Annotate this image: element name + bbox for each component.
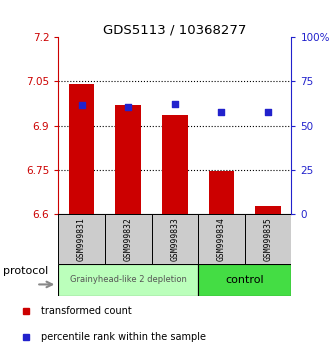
Point [126, 104, 131, 110]
Point [265, 110, 271, 115]
Point [172, 101, 177, 107]
Text: percentile rank within the sample: percentile rank within the sample [41, 332, 206, 342]
Point [79, 103, 84, 108]
Bar [58, 264, 198, 296]
Text: protocol: protocol [3, 266, 49, 276]
Bar [162, 115, 188, 214]
Bar [198, 214, 245, 264]
Bar [255, 206, 281, 214]
Text: Grainyhead-like 2 depletion: Grainyhead-like 2 depletion [70, 275, 186, 284]
Text: GSM999834: GSM999834 [217, 217, 226, 261]
Bar [198, 264, 291, 296]
Text: transformed count: transformed count [41, 306, 132, 316]
Bar [116, 105, 141, 214]
Bar [245, 214, 291, 264]
Bar [105, 214, 152, 264]
Bar [152, 214, 198, 264]
Text: GSM999833: GSM999833 [170, 217, 179, 261]
Point [219, 109, 224, 114]
Text: control: control [225, 275, 264, 285]
Bar [69, 84, 95, 214]
Bar [58, 214, 105, 264]
Bar [208, 171, 234, 214]
Text: GSM999831: GSM999831 [77, 217, 86, 261]
Text: GSM999832: GSM999832 [124, 217, 133, 261]
Title: GDS5113 / 10368277: GDS5113 / 10368277 [103, 23, 246, 36]
Text: GSM999835: GSM999835 [263, 217, 273, 261]
